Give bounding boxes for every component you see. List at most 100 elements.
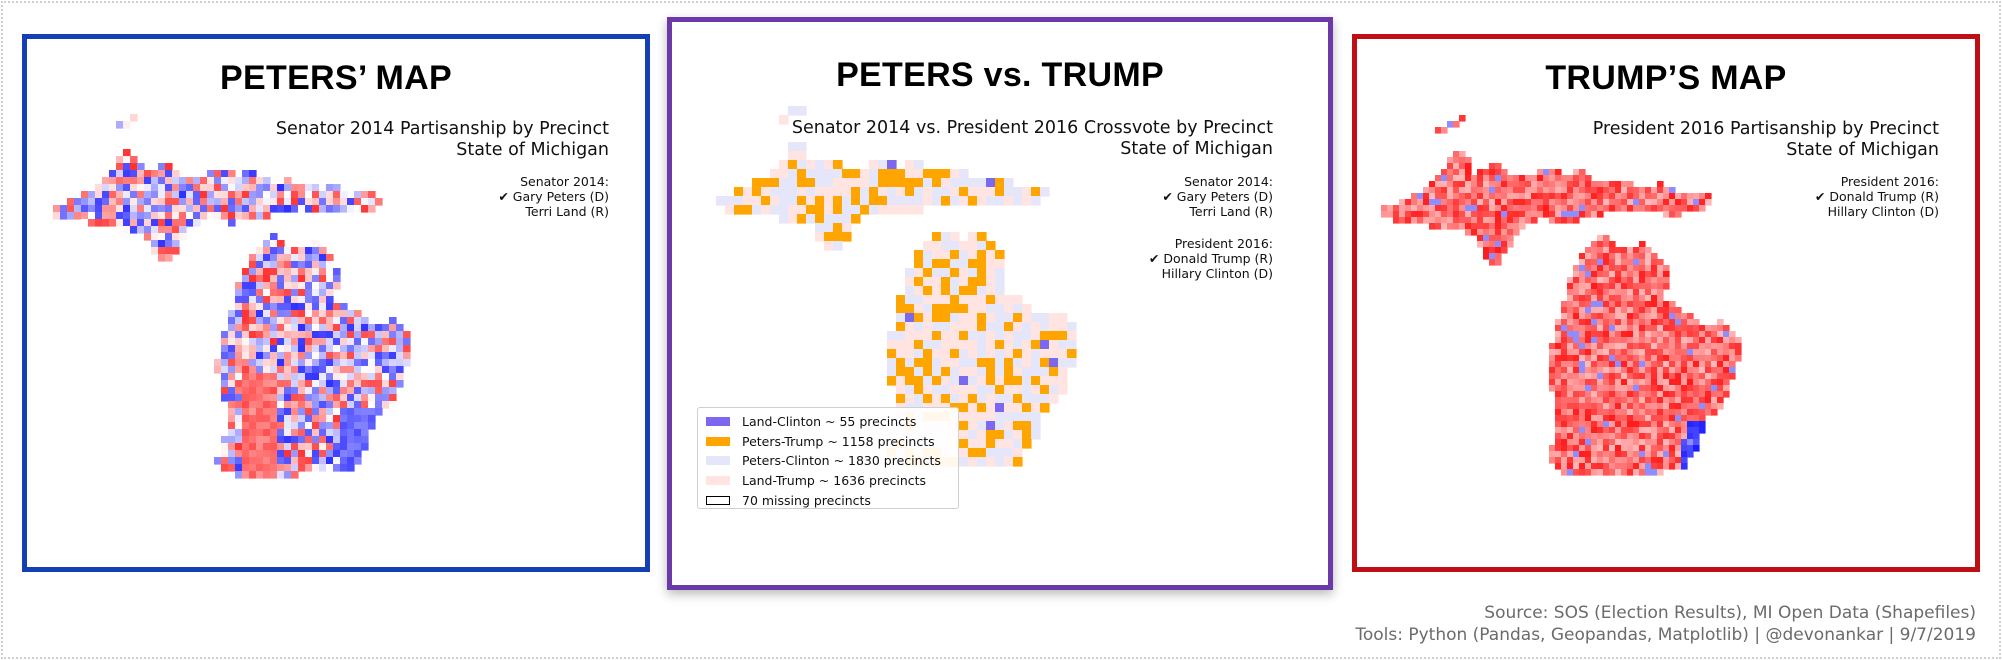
- precinct-cell: [1459, 157, 1466, 164]
- precinct-cell: [1621, 313, 1628, 320]
- precinct-cell: [1681, 313, 1688, 320]
- precinct-cell: [1657, 463, 1664, 470]
- precinct-cell: [1567, 205, 1574, 212]
- precinct-cell: [1615, 349, 1622, 356]
- precinct-cell: [284, 366, 292, 374]
- precinct-cell: [1573, 193, 1580, 200]
- precinct-cell: [1555, 379, 1562, 386]
- precinct-cell: [932, 259, 942, 269]
- precinct-cell: [354, 387, 362, 395]
- precinct-cell: [270, 268, 278, 276]
- precinct-cell: [1393, 217, 1400, 224]
- precinct-cell: [1495, 217, 1502, 224]
- precinct-cell: [256, 338, 264, 346]
- precinct-cell: [995, 277, 1005, 287]
- precinct-cell: [319, 303, 327, 311]
- precinct-cell: [347, 422, 355, 430]
- precinct-cell: [1687, 193, 1694, 200]
- precinct-cell: [382, 359, 390, 367]
- precinct-cell: [263, 240, 271, 248]
- precinct-cell: [361, 324, 369, 332]
- precinct-cell: [1507, 241, 1514, 248]
- precinct-cell: [151, 226, 159, 234]
- precinct-cell: [256, 471, 264, 479]
- precinct-cell: [1567, 295, 1574, 302]
- precinct-cell: [1687, 337, 1694, 344]
- precinct-cell: [968, 439, 978, 449]
- precinct-cell: [806, 160, 816, 170]
- precinct-cell: [1681, 337, 1688, 344]
- precinct-cell: [977, 232, 987, 242]
- precinct-cell: [347, 380, 355, 388]
- precinct-cell: [228, 345, 236, 353]
- precinct-cell: [284, 261, 292, 269]
- precinct-cell: [368, 373, 376, 381]
- precinct-cell: [1657, 439, 1664, 446]
- precinct-cell: [1483, 217, 1490, 224]
- precinct-cell: [1579, 325, 1586, 332]
- precinct-cell: [1621, 463, 1628, 470]
- precinct-cell: [1615, 403, 1622, 410]
- precinct-cell: [743, 187, 753, 197]
- precinct-cell: [277, 366, 285, 374]
- precinct-cell: [1633, 187, 1640, 194]
- precinct-cell: [305, 289, 313, 297]
- precinct-cell: [1639, 241, 1646, 248]
- precinct-cell: [1591, 457, 1598, 464]
- precinct-cell: [1615, 325, 1622, 332]
- precinct-cell: [1031, 322, 1041, 332]
- precinct-cell: [1561, 175, 1568, 182]
- precinct-cell: [977, 250, 987, 260]
- precinct-cell: [1513, 187, 1520, 194]
- precinct-cell: [333, 380, 341, 388]
- precinct-cell: [228, 170, 236, 178]
- precinct-cell: [977, 439, 987, 449]
- precinct-cell: [1459, 211, 1466, 218]
- precinct-cell: [256, 205, 264, 213]
- precinct-cell: [305, 450, 313, 458]
- precinct-cell: [1555, 427, 1562, 434]
- precinct-cell: [1013, 340, 1023, 350]
- precinct-cell: [1459, 115, 1466, 122]
- precinct-cell: [1723, 367, 1730, 374]
- precinct-cell: [340, 464, 348, 472]
- precinct-cell: [165, 191, 173, 199]
- precinct-cell: [1609, 277, 1616, 284]
- precinct-cell: [905, 313, 915, 323]
- precinct-cell: [361, 373, 369, 381]
- precinct-cell: [1609, 193, 1616, 200]
- precinct-cell: [242, 268, 250, 276]
- precinct-cell: [298, 457, 306, 465]
- precinct-cell: [950, 304, 960, 314]
- precinct-cell: [298, 317, 306, 325]
- precinct-cell: [158, 212, 166, 220]
- precinct-cell: [1645, 319, 1652, 326]
- precinct-cell: [228, 429, 236, 437]
- precinct-cell: [326, 436, 334, 444]
- precinct-cell: [228, 205, 236, 213]
- precinct-cell: [361, 317, 369, 325]
- precinct-cell: [361, 331, 369, 339]
- precinct-cell: [1627, 397, 1634, 404]
- precinct-cell: [860, 178, 870, 188]
- precinct-cell: [1621, 307, 1628, 314]
- precinct-cell: [1699, 385, 1706, 392]
- precinct-cell: [1058, 376, 1068, 386]
- precinct-cell: [319, 338, 327, 346]
- precinct-cell: [1579, 409, 1586, 416]
- precinct-cell: [242, 471, 250, 479]
- precinct-cell: [1675, 319, 1682, 326]
- precinct-cell: [995, 313, 1005, 323]
- precinct-cell: [1453, 181, 1460, 188]
- precinct-cell: [396, 366, 404, 374]
- precinct-cell: [109, 177, 117, 185]
- precinct-cell: [923, 367, 933, 377]
- precinct-cell: [1004, 304, 1014, 314]
- precinct-cell: [1675, 409, 1682, 416]
- swatch-missing: [706, 495, 730, 505]
- precinct-cell: [165, 205, 173, 213]
- precinct-cell: [249, 387, 257, 395]
- precinct-cell: [179, 233, 187, 241]
- precinct-cell: [1639, 289, 1646, 296]
- precinct-cell: [977, 331, 987, 341]
